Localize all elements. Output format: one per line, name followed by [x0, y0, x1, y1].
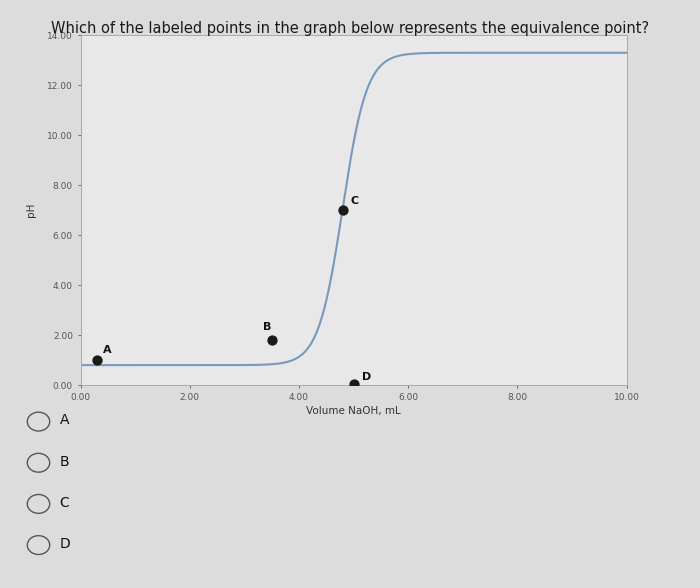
Text: A: A — [104, 345, 112, 355]
Text: pH: pH — [27, 203, 36, 218]
Text: B: B — [263, 322, 272, 332]
Point — [266, 335, 277, 345]
Text: A: A — [60, 413, 69, 427]
Text: C: C — [60, 496, 69, 510]
Text: C: C — [351, 196, 359, 206]
Text: B: B — [60, 455, 69, 469]
Point — [348, 379, 359, 389]
Text: D: D — [60, 537, 70, 551]
X-axis label: Volume NaOH, mL: Volume NaOH, mL — [306, 406, 401, 416]
Text: Which of the labeled points in the graph below represents the equivalence point?: Which of the labeled points in the graph… — [51, 21, 649, 36]
Point — [91, 355, 102, 365]
Point — [337, 206, 348, 215]
Text: D: D — [362, 372, 371, 382]
